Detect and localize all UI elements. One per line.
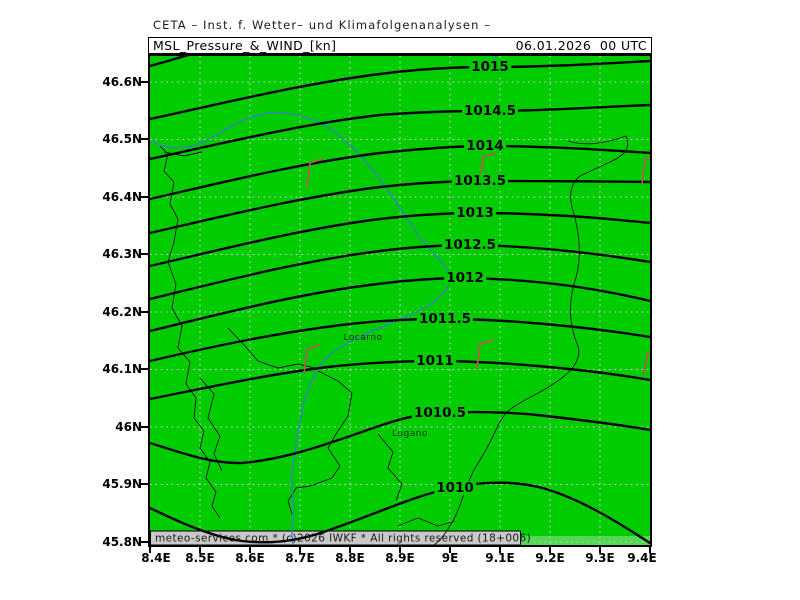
lon-axis-label: 8.5E <box>185 551 215 565</box>
lat-tick <box>141 81 148 83</box>
city-label-lugano: Lugano <box>392 429 428 439</box>
wind-barb-icon <box>306 158 324 189</box>
page-title: CETA – Inst. f. Wetter– und Klimafolgena… <box>153 18 492 32</box>
isobar-label: 1014 <box>464 138 506 154</box>
lon-tick <box>549 547 551 553</box>
wind-barb-icon <box>303 344 321 375</box>
isobar-label: 1010 <box>434 480 476 496</box>
lon-tick <box>199 547 201 553</box>
lat-axis-label: 46.6N <box>102 75 142 89</box>
isobar-label: 1013.5 <box>451 173 509 189</box>
land-fill-light <box>516 536 650 545</box>
lat-axis-label: 46.3N <box>102 247 142 261</box>
map-svg: meteo-services.com * (c)2026 IWKF * All … <box>150 56 650 545</box>
isobar-label: 1013 <box>454 205 496 221</box>
lon-tick <box>299 547 301 553</box>
lat-axis-label: 46N <box>115 420 142 434</box>
lat-axis-label: 45.8N <box>102 535 142 549</box>
lat-tick <box>141 541 148 543</box>
lon-axis-label: 9.4E <box>627 551 657 565</box>
map-canvas: meteo-services.com * (c)2026 IWKF * All … <box>148 54 652 547</box>
graticule-grid <box>150 56 650 545</box>
lon-axis-label: 9E <box>441 551 459 565</box>
wind-barb-icon <box>641 156 650 185</box>
lon-tick <box>149 547 151 553</box>
product-label: MSL_Pressure_&_WIND_[kn] <box>153 38 337 53</box>
lon-tick <box>499 547 501 553</box>
lon-tick <box>399 547 401 553</box>
lat-axis-label: 45.9N <box>102 477 142 491</box>
lat-tick <box>141 138 148 140</box>
isobar-label: 1011 <box>414 353 456 369</box>
isobar-label: 1012 <box>444 270 486 286</box>
isobar-label: 1011.5 <box>416 311 474 327</box>
map-header-bar: MSL_Pressure_&_WIND_[kn] 06.01.2026 00 U… <box>148 37 652 54</box>
lon-tick <box>349 547 351 553</box>
lon-axis-label: 9.3E <box>585 551 615 565</box>
lat-tick <box>141 253 148 255</box>
isobar-label: 1012.5 <box>441 237 499 253</box>
isobar-label: 1014.5 <box>461 103 519 119</box>
lon-axis-label: 9.2E <box>535 551 565 565</box>
lon-tick <box>649 547 651 553</box>
lon-axis-label: 9.1E <box>485 551 515 565</box>
lon-axis-label: 8.4E <box>141 551 171 565</box>
isobar-contours <box>150 56 650 545</box>
lon-axis-label: 8.7E <box>285 551 315 565</box>
wind-barb-icons <box>303 152 650 376</box>
lon-axis-label: 8.9E <box>385 551 415 565</box>
lon-tick <box>249 547 251 553</box>
lon-axis-label: 8.6E <box>235 551 265 565</box>
lon-tick <box>599 547 601 553</box>
isobar-label: 1015 <box>469 59 511 75</box>
lat-axis-label: 46.5N <box>102 132 142 146</box>
lat-axis-label: 46.2N <box>102 305 142 319</box>
datetime-label: 06.01.2026 00 UTC <box>515 38 647 53</box>
wind-barb-icon <box>479 152 497 183</box>
lat-tick <box>141 426 148 428</box>
lat-tick <box>141 368 148 370</box>
lat-tick <box>141 196 148 198</box>
wind-barb-icon <box>476 339 494 370</box>
lat-tick <box>141 483 148 485</box>
lon-tick <box>449 547 451 553</box>
lat-tick <box>141 311 148 313</box>
lat-axis-label: 46.4N <box>102 190 142 204</box>
isobar-label: 1010.5 <box>411 405 469 421</box>
lat-axis-label: 46.1N <box>102 362 142 376</box>
wind-barb-icon <box>642 351 650 376</box>
country-borders <box>159 135 629 545</box>
city-label-locarno: Locarno <box>343 333 383 343</box>
lon-axis-label: 8.8E <box>335 551 365 565</box>
